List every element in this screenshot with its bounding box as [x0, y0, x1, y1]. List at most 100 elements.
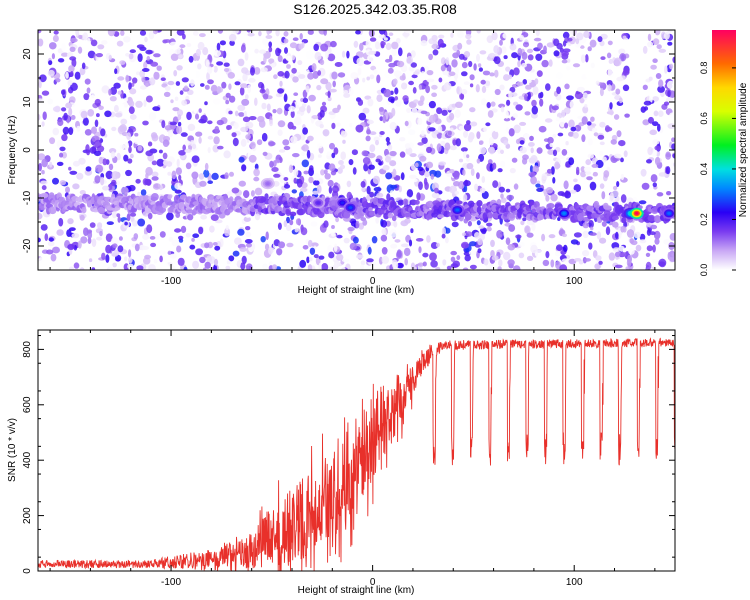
spectrogram-cell — [123, 97, 129, 102]
spectrogram-cell — [153, 71, 160, 80]
spectrogram-cell — [581, 116, 588, 125]
spectrogram-cell — [233, 122, 239, 129]
spectrogram-cell — [116, 213, 121, 218]
spectrogram-cell — [442, 259, 447, 266]
spectrogram-cell — [142, 234, 150, 240]
spectrogram-cell — [466, 154, 470, 159]
spectrogram-cell — [382, 41, 386, 46]
spectrogram-ridge-cell — [414, 199, 420, 205]
spectrogram-cell — [293, 62, 298, 69]
spectrogram-cell — [593, 132, 599, 137]
spectrogram-cell — [63, 112, 68, 121]
spectrogram-cell — [229, 171, 234, 177]
spectrogram-cell — [268, 46, 273, 53]
spectrogram-cell — [286, 216, 290, 224]
spectrogram-cell — [52, 177, 59, 185]
spectrogram-cell — [569, 100, 574, 109]
spectrogram-cell — [369, 74, 375, 80]
spectrogram-cell — [501, 197, 507, 204]
spectrogram-cell — [266, 103, 271, 112]
spectrogram-cell — [426, 78, 435, 83]
spectrogram-cell — [366, 76, 371, 81]
spectrogram-cell — [277, 48, 282, 54]
spectrogram-cell — [38, 38, 44, 47]
spectrogram-cell — [248, 154, 257, 163]
spectrogram-cell — [577, 86, 585, 93]
spectrogram-cell — [638, 200, 647, 205]
spectrogram-cell — [212, 242, 218, 246]
spectrogram-cell — [292, 153, 300, 158]
top-y-ticks: -20 -10 0 10 20 — [22, 29, 675, 271]
spectrogram-cell — [232, 250, 240, 257]
spectrogram-cell — [250, 190, 255, 197]
spectrogram-cell — [534, 78, 539, 85]
spectrogram-cell — [541, 175, 546, 184]
spectrogram-cell — [116, 40, 124, 47]
spectrogram-cell — [426, 235, 431, 243]
spectrogram-cell — [273, 74, 278, 80]
spectrogram-cell — [601, 221, 607, 227]
spectrogram-cell — [262, 263, 268, 270]
spectrogram-cell — [357, 99, 364, 106]
bottom-y-tick-label: 0 — [22, 568, 33, 574]
spectrogram-cell — [223, 62, 230, 67]
spectrogram-cell — [114, 68, 118, 75]
spectrogram-cell — [398, 185, 402, 193]
spectrogram-cell — [68, 107, 73, 117]
spectrogram-cell — [605, 226, 611, 236]
spectrogram-cell — [458, 53, 465, 60]
spectrogram-cell — [606, 52, 612, 59]
spectrogram-cell — [601, 156, 607, 163]
spectrogram-cell — [620, 173, 625, 181]
spectrogram-cell — [409, 153, 417, 158]
spectrogram-cell — [393, 78, 398, 85]
spectrogram-cell — [306, 149, 311, 159]
spectrogram-cell — [177, 114, 182, 121]
spectrogram-cell — [277, 71, 285, 77]
spectrogram-cell — [420, 71, 425, 77]
spectrogram-cell — [136, 265, 144, 270]
spectrogram-cell — [129, 49, 136, 54]
spectrogram-cell — [373, 69, 378, 75]
spectrogram-cell — [655, 73, 662, 79]
spectrogram-cell — [247, 84, 252, 93]
spectrogram-cell — [313, 254, 319, 259]
spectrogram-cell — [332, 107, 340, 114]
spectrogram-cell — [151, 160, 158, 166]
spectrogram-cell — [148, 264, 156, 270]
spectrogram-cell — [375, 158, 381, 163]
spectrogram-cell — [393, 220, 398, 228]
spectrogram-cell — [311, 242, 319, 247]
spectrogram-cell — [341, 50, 346, 58]
spectrogram-cell — [654, 238, 660, 245]
spectrogram-cell — [517, 60, 521, 68]
spectrogram-cell — [186, 111, 192, 121]
spectrogram-cell — [664, 65, 668, 74]
spectrogram-cell — [536, 147, 543, 154]
spectrogram-cell — [509, 167, 516, 174]
spectrogram-cell — [272, 109, 277, 114]
spectrogram-cell — [313, 180, 320, 186]
spectrogram-cell — [125, 74, 130, 83]
spectrogram-cell — [665, 97, 674, 103]
spectrogram-cell — [585, 54, 589, 63]
spectrogram-cell — [293, 168, 299, 177]
spectrogram-cell — [96, 236, 103, 241]
spectrogram-cell — [241, 44, 246, 53]
spectrogram-cell — [287, 157, 296, 162]
spectrogram-cell — [240, 126, 249, 133]
spectrogram-cell — [156, 65, 162, 71]
spectrogram-ridge-cell — [455, 200, 463, 205]
spectrogram-cell — [260, 67, 268, 73]
spectrogram-cell — [173, 70, 178, 77]
spectrogram-cell — [277, 241, 286, 249]
spectrogram-hotspot — [348, 206, 353, 210]
spectrogram-cell — [91, 238, 97, 247]
spectrogram-cell — [207, 120, 213, 125]
spectrogram-cell — [142, 68, 150, 72]
spectrogram-cell — [408, 239, 413, 247]
spectrogram-cell — [242, 73, 248, 82]
spectrogram-cell — [486, 222, 493, 227]
spectrogram-ridge-cell — [151, 193, 159, 201]
spectrogram-cell — [123, 154, 129, 162]
